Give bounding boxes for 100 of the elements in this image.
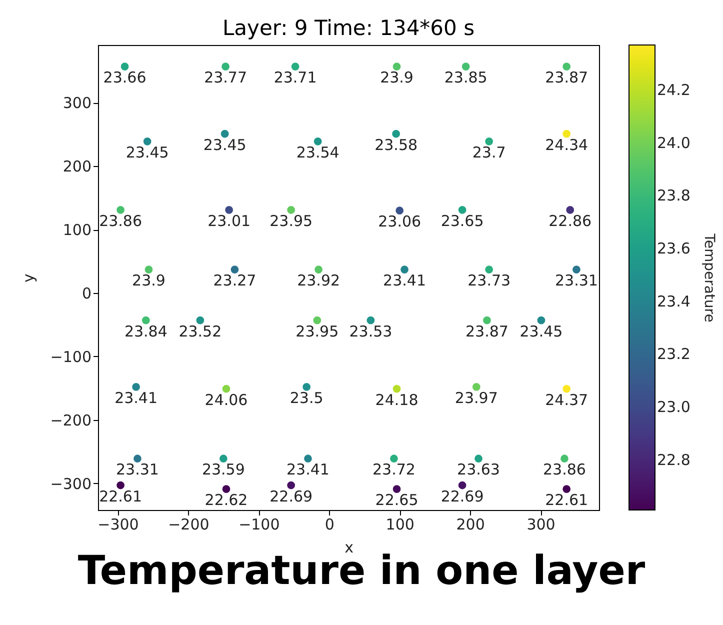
point (389, 454, 399, 464)
annotation: 22.61 (545, 491, 588, 510)
point (195, 316, 205, 326)
point (458, 205, 468, 215)
point (391, 129, 401, 139)
point (132, 454, 142, 464)
point (222, 484, 231, 494)
annotation: 24.34 (545, 136, 588, 154)
annotation: 23.41 (383, 272, 426, 290)
y-tick-label: 300 (62, 94, 92, 112)
annotation: 23.41 (286, 460, 330, 479)
annotation: 22.86 (548, 212, 592, 230)
annotation: 23.9 (132, 272, 166, 290)
point (290, 62, 300, 72)
y-tick-label: 0 (82, 284, 92, 303)
annotation: 23.63 (457, 460, 500, 479)
annotation: 22.62 (204, 491, 248, 510)
point (562, 484, 572, 494)
point (394, 206, 404, 216)
color-bar-label: 22.8 (657, 450, 690, 469)
annotation: 23.45 (126, 143, 169, 162)
y-tick-label: 200 (62, 158, 92, 176)
point (144, 264, 154, 274)
point (400, 264, 410, 274)
annotation: 23.53 (349, 322, 392, 340)
color-bar-label: 23.2 (657, 345, 690, 364)
point (392, 384, 402, 394)
color-bar-label: 24.0 (657, 134, 690, 152)
x-tick-label: −100 (238, 516, 280, 534)
point (116, 480, 126, 490)
color-bar-title: Temperature (701, 232, 717, 322)
color-bar-label: 24.2 (657, 80, 690, 99)
annotation: 23.85 (444, 68, 488, 87)
point (286, 205, 296, 215)
color-bar-label: 23.8 (657, 186, 690, 205)
annotation: 23.86 (542, 460, 586, 479)
annotation: 23.87 (465, 322, 508, 340)
point (312, 316, 322, 326)
annotation: 23.59 (202, 460, 245, 479)
y-tick-label: 100 (62, 221, 92, 240)
point (565, 205, 575, 215)
annotation: 23.31 (116, 460, 159, 479)
annotation: 23.58 (374, 136, 418, 154)
annotation: 23.52 (178, 322, 222, 340)
point (120, 62, 130, 72)
annotation: 23.87 (545, 68, 588, 87)
point (302, 382, 312, 392)
point (230, 264, 240, 274)
annotation: 23.95 (296, 322, 339, 340)
x-axis-title: x (344, 538, 354, 556)
color-bar-label: 23.6 (657, 239, 690, 258)
point (472, 382, 482, 392)
annotation: 24.06 (204, 390, 248, 409)
y-axis-title: y (19, 273, 38, 282)
annotation: 23.65 (440, 212, 484, 230)
annotation: 23.06 (378, 212, 422, 231)
annotation: 23.5 (290, 388, 324, 407)
annotation: 23.66 (103, 68, 146, 87)
annotation: 23.41 (114, 388, 158, 407)
point (392, 484, 402, 494)
point (366, 316, 376, 326)
annotation: 23.97 (454, 388, 498, 407)
point (220, 129, 230, 139)
point (562, 62, 572, 72)
point (572, 264, 582, 274)
color-bar-label: 23.0 (657, 398, 690, 416)
point (484, 264, 494, 274)
x-tick-label: −200 (168, 516, 210, 534)
annotation: 24.18 (375, 390, 418, 409)
point (303, 454, 313, 464)
x-tick-label: −300 (98, 516, 139, 534)
annotation: 23.86 (99, 212, 142, 230)
point (218, 454, 228, 464)
x-tick-label: 300 (526, 516, 556, 534)
annotation: 23.45 (520, 322, 563, 340)
point (224, 205, 234, 215)
point (484, 136, 494, 146)
annotation: 23.72 (372, 460, 416, 479)
annotation: 24.37 (545, 390, 588, 409)
point (536, 316, 546, 326)
annotation: 23.71 (274, 68, 317, 87)
point (562, 129, 572, 139)
point (461, 62, 471, 72)
y-tick-label: −300 (50, 474, 92, 493)
annotation: 23.9 (380, 68, 414, 87)
annotation: 23.27 (213, 272, 256, 290)
point (286, 480, 296, 490)
annotation: 22.61 (99, 487, 142, 506)
annotation: 23.73 (468, 272, 511, 290)
point (141, 316, 151, 326)
chart-title: Layer: 9 Time: 134*60 s (222, 16, 475, 40)
point (131, 382, 141, 392)
point (222, 384, 231, 394)
color-bar-label: 23.4 (657, 292, 690, 310)
point (474, 454, 484, 464)
point (314, 264, 324, 274)
annotation: 23.77 (204, 68, 248, 87)
annotation: 23.7 (472, 143, 506, 162)
annotation: 22.65 (375, 491, 418, 510)
point (392, 62, 402, 72)
